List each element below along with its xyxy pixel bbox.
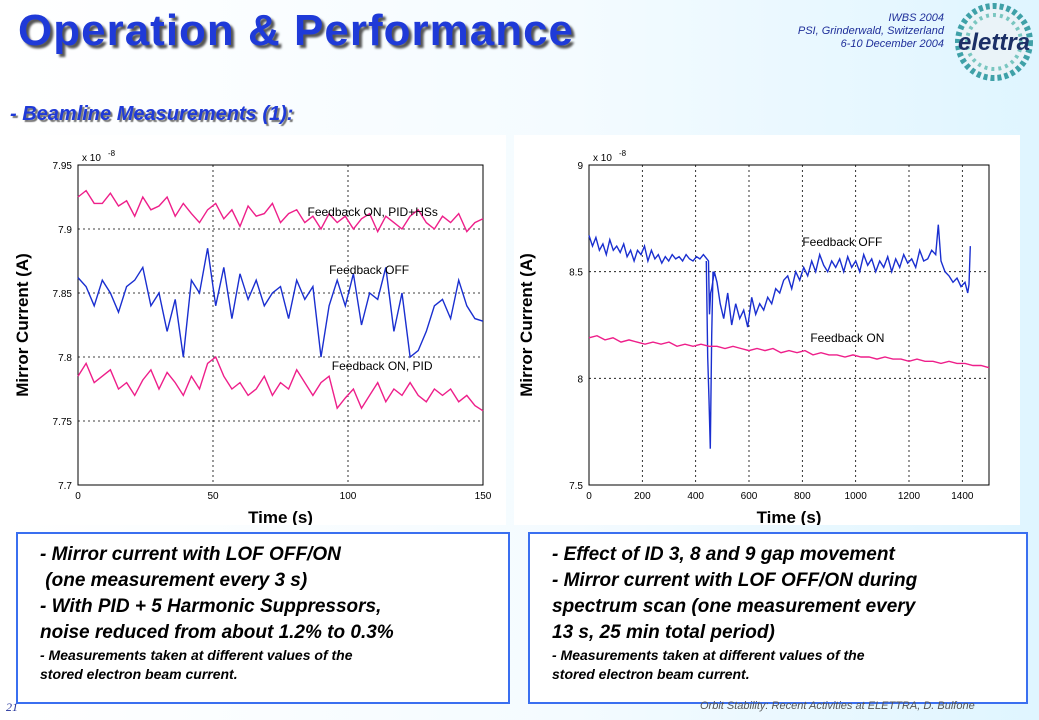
conference-location: PSI, Grinderwald, Switzerland [797,25,944,37]
textbox-left-line: - Mirror current with LOF OFF/ON [40,544,341,565]
elettra-logo: elettra [955,3,1033,81]
series-line [77,189,484,234]
y-tick-label: 8.5 [569,268,583,279]
y-tick-label: 7.75 [53,417,73,428]
y-axis-label: Mirror Current (A) [517,253,536,397]
textbox-left-note: stored electron beam current. [40,666,238,682]
chart-annotation: Feedback OFF [802,235,882,249]
series-line [77,248,484,359]
conference-dates: 6-10 December 2004 [840,38,944,50]
textbox-right-note: stored electron beam current. [552,666,750,682]
chart-annotation: Feedback ON, PID+HSs [308,205,438,219]
x-tick-label: 800 [794,491,811,502]
y-tick-label: 7.95 [53,161,73,172]
series-line [588,224,971,328]
textbox-left-line: (one measurement every 3 s) [40,570,308,591]
plot-area [77,164,484,486]
x-tick-label: 100 [340,491,357,502]
y-tick-label: 7.5 [569,481,583,492]
slide-title: Operation & Performance [18,6,575,55]
x-tick-label: 150 [475,491,492,502]
conference-name: IWBS 2004 [888,12,944,24]
footer-text: Orbit Stability: Recent Activities at EL… [700,700,975,712]
y-tick-label: 7.85 [53,289,73,300]
textbox-left-line: noise reduced from about 1.2% to 0.3% [40,622,394,643]
logo-text: elettra [958,29,1030,56]
x-tick-label: 200 [634,491,651,502]
chart-right-panel: 0 200 400 600 800 1000 1200 1400 7.5 8 8.5 9 x 10 -8 F… [514,135,1020,525]
chart-annotation: Feedback ON [810,331,884,345]
textbox-left-line: - With PID + 5 Harmonic Suppressors, [40,596,382,617]
series-line [588,334,990,369]
y-tick-label: 7.8 [58,353,72,364]
slide-number: 21 [6,700,18,714]
y-exponent-power: -8 [108,149,116,158]
chart-left-panel: 0 50 100 150 7.7 7.75 7.8 7.85 7.9 7.95 x 10 -8 Feed… [10,135,506,525]
textbox-right-note: - Measurements taken at different values… [552,647,865,663]
chart-annotation: Feedback ON, PID [332,359,433,373]
section-subtitle: - Beamline Measurements (1): [10,103,294,125]
series-line [77,355,484,412]
chart-annotation: Feedback OFF [329,263,409,277]
y-tick-label: 9 [577,161,583,172]
textbox-right: - Effect of ID 3, 8 and 9 gap movement -… [528,532,1028,704]
plot-area [588,164,990,486]
x-axis-label: Time (s) [248,508,313,525]
y-exponent-label: x 10 [82,153,101,164]
textbox-right-line: - Effect of ID 3, 8 and 9 gap movement [552,544,895,565]
y-tick-label: 7.7 [58,481,72,492]
y-exponent-label: x 10 [593,153,612,164]
x-axis-label: Time (s) [757,508,822,525]
x-tick-label: 0 [75,491,81,502]
textbox-left: - Mirror current with LOF OFF/ON (one me… [16,532,510,704]
textbox-right-line: 13 s, 25 min total period) [552,622,775,643]
x-tick-label: 1400 [951,491,974,502]
x-tick-label: 0 [586,491,592,502]
conference-info: IWBS 2004 PSI, Grinderwald, Switzerland … [798,12,944,51]
x-tick-label: 1200 [898,491,921,502]
textbox-right-line: spectrum scan (one measurement every [552,596,916,617]
y-tick-label: 7.9 [58,225,72,236]
x-tick-label: 400 [687,491,704,502]
y-exponent-power: -8 [619,149,627,158]
chart-left: 0 50 100 150 7.7 7.75 7.8 7.85 7.9 7.95 x 10 -8 Feed… [13,149,492,525]
y-axis-label: Mirror Current (A) [13,253,32,397]
textbox-right-line: - Mirror current with LOF OFF/ON during [552,570,918,591]
y-tick-label: 8 [577,374,583,385]
x-tick-label: 50 [207,491,219,502]
textbox-left-note: - Measurements taken at different values… [40,647,353,663]
chart-right: 0 200 400 600 800 1000 1200 1400 7.5 8 8.5 9 x 10 -8 F… [517,149,990,525]
x-tick-label: 600 [741,491,758,502]
series-line [705,260,715,449]
x-tick-label: 1000 [845,491,868,502]
